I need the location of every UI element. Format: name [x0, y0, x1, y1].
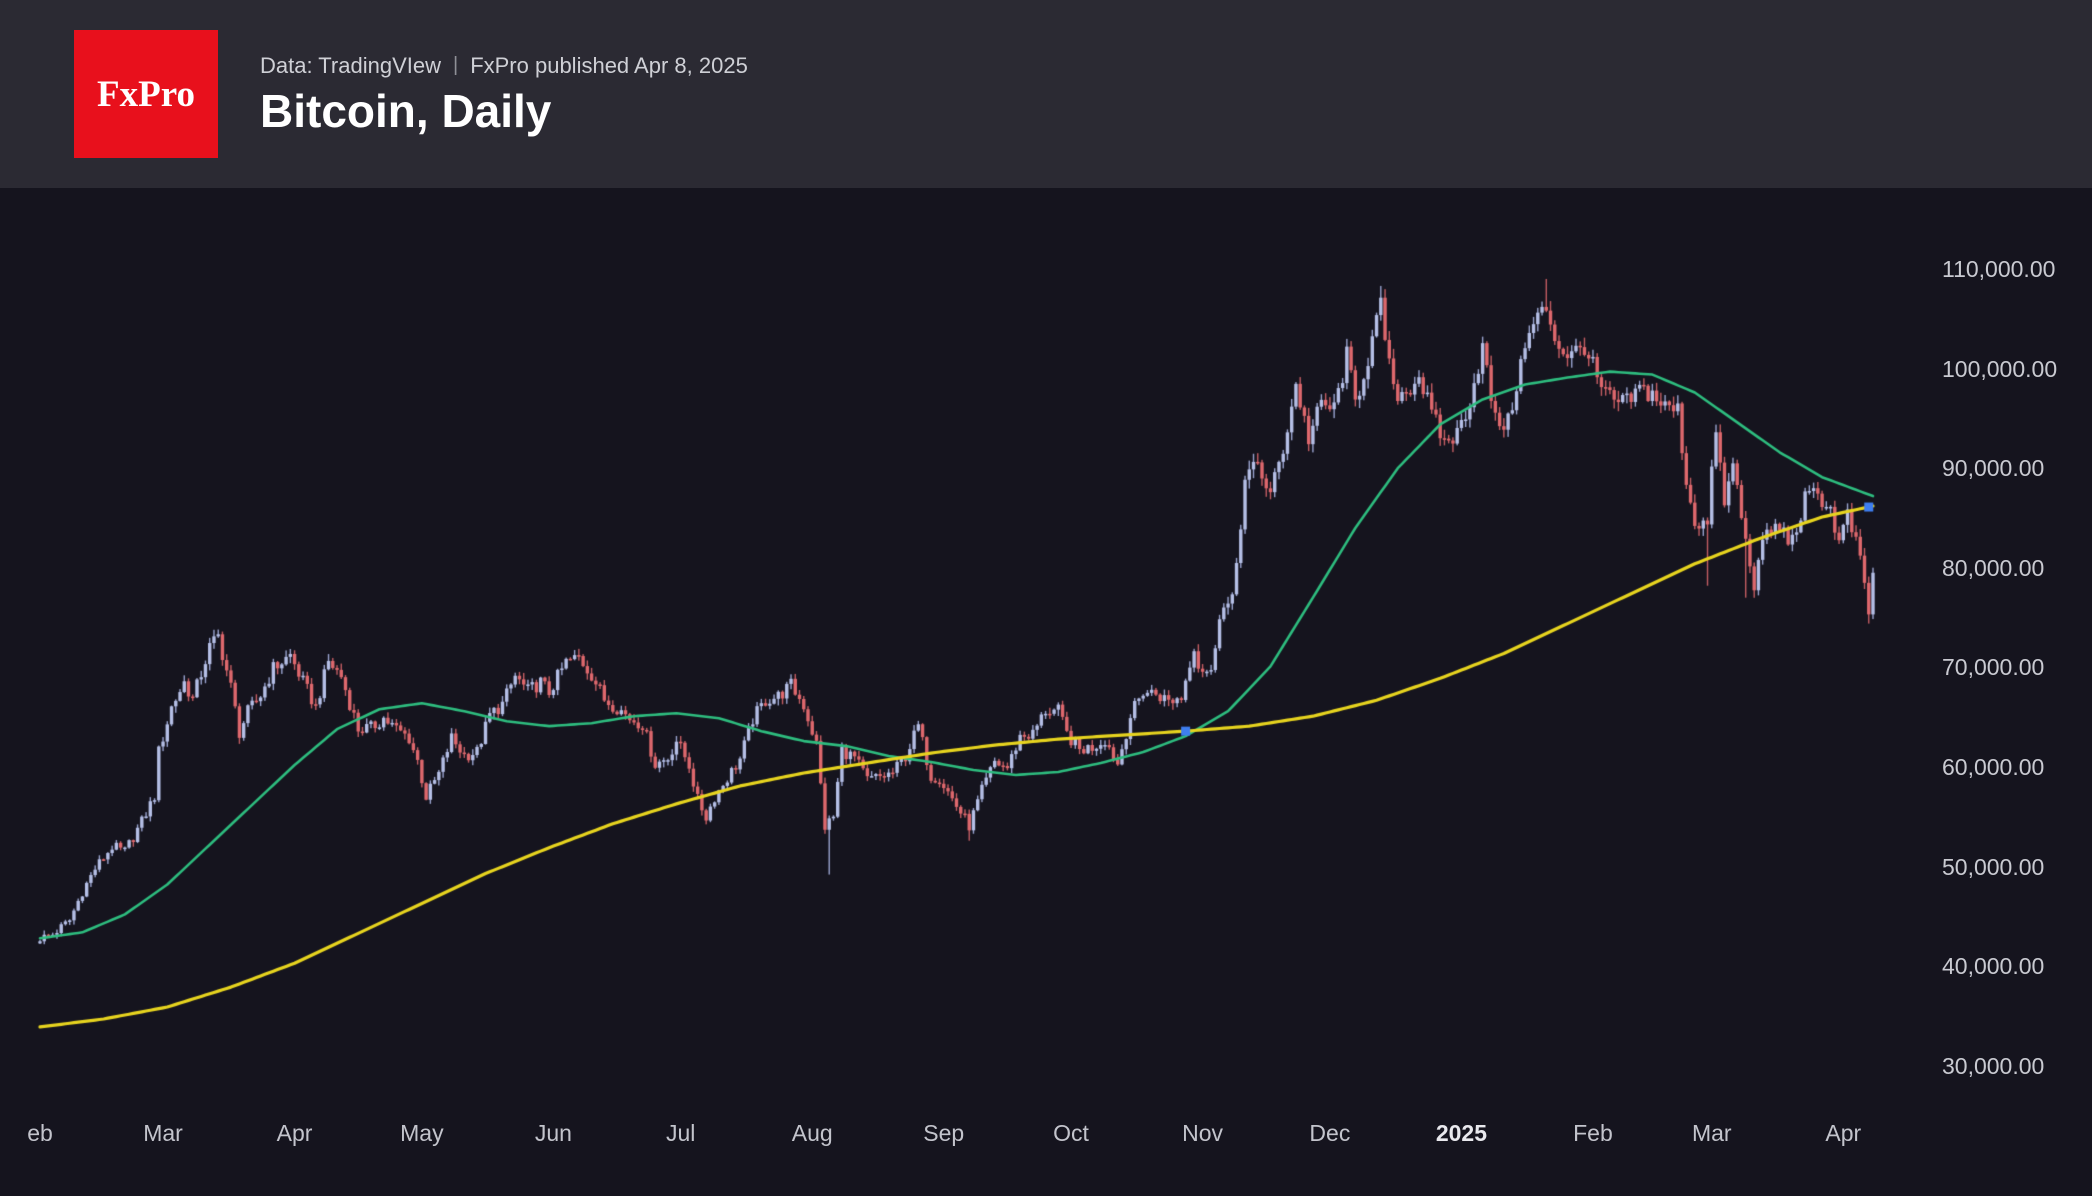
y-axis-label: 80,000.00	[1942, 554, 2045, 581]
x-axis-label: eb	[27, 1120, 53, 1146]
published-label: FxPro published Apr 8, 2025	[470, 52, 748, 78]
x-axis-label: Aug	[791, 1120, 833, 1146]
x-axis-label: Apr	[276, 1120, 313, 1146]
y-axis-label: 90,000.00	[1942, 455, 2045, 482]
y-axis-label: 110,000.00	[1942, 256, 2056, 282]
chart-title: Bitcoin, Daily	[260, 84, 552, 137]
x-axis-label: Jul	[665, 1120, 696, 1146]
x-axis-label: Oct	[1053, 1120, 1089, 1146]
x-axis-label: Mar	[143, 1120, 183, 1146]
x-axis-year-label: 2025	[1435, 1120, 1487, 1146]
y-axis-label: 40,000.00	[1942, 953, 2045, 980]
y-axis-label: 30,000.00	[1942, 1052, 2045, 1079]
x-axis-label: Apr	[1825, 1120, 1862, 1146]
y-axis-label: 50,000.00	[1942, 853, 2045, 880]
x-axis-label: Mar	[1691, 1120, 1732, 1146]
x-axis-label: Feb	[1573, 1120, 1613, 1146]
chart-subtitle: Data: TradingVIew | FxPro published Apr …	[260, 53, 748, 79]
chart-header: FxPro Data: TradingVIew | FxPro publishe…	[0, 0, 2092, 188]
y-axis-label: 60,000.00	[1942, 754, 2045, 780]
y-axis-label: 100,000.00	[1942, 355, 2058, 382]
y-axis-label: 70,000.00	[1942, 654, 2045, 681]
subtitle-separator: |	[452, 54, 459, 77]
header-text: Data: TradingVIew | FxPro published Apr …	[260, 53, 748, 135]
x-axis-label: Sep	[923, 1120, 965, 1146]
fxpro-logo: FxPro	[74, 30, 218, 158]
x-axis-label: Dec	[1309, 1120, 1351, 1146]
data-source-label: Data: TradingVIew	[260, 52, 441, 78]
fxpro-logo-text: FxPro	[97, 73, 195, 115]
x-axis-label: Nov	[1182, 1120, 1224, 1146]
x-axis-label: May	[400, 1120, 444, 1146]
x-axis-label: Jun	[534, 1120, 572, 1146]
